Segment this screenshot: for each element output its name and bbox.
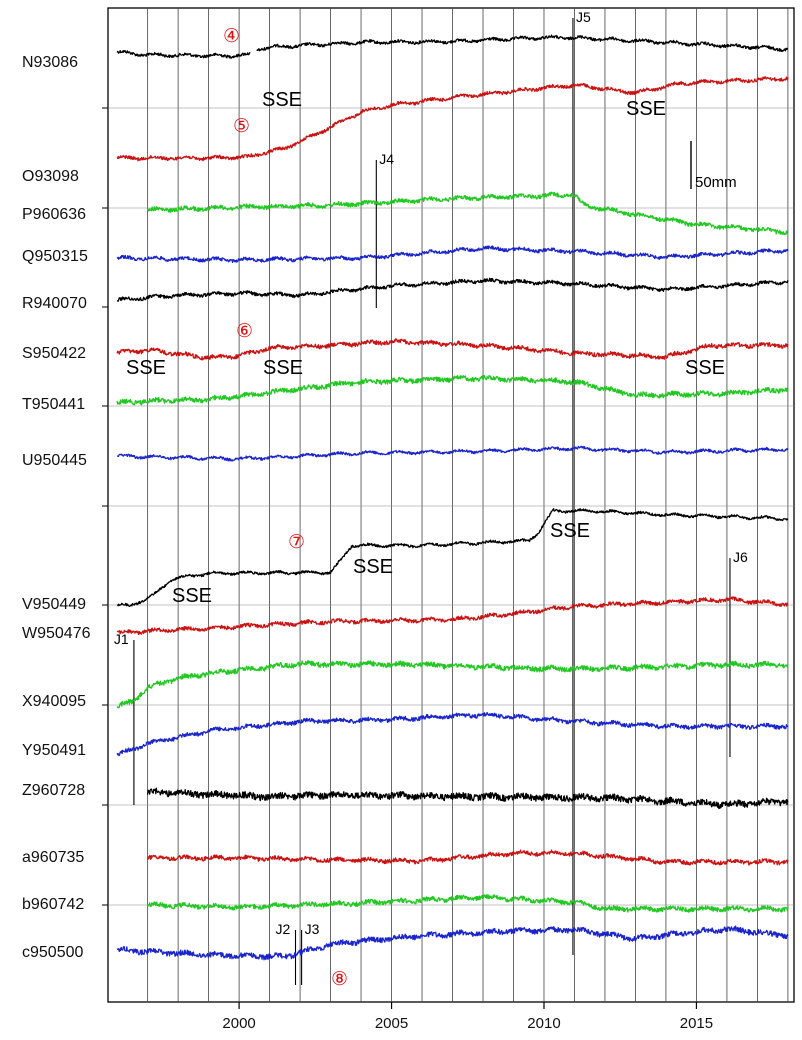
region-marker-4: ④ xyxy=(223,25,240,47)
annotations: SSE SSE SSE SSE SSE SSE SSE SSE ④ ⑤ ⑥ ⑦ … xyxy=(126,25,737,990)
station-label-b960742: b960742 xyxy=(22,896,84,913)
series-P960636 xyxy=(147,191,789,236)
station-label-O93098: O93098 xyxy=(22,168,79,185)
series-Z960728 xyxy=(146,787,789,809)
event-label-J3: J3 xyxy=(305,921,320,937)
sse-label: SSE xyxy=(263,357,303,379)
region-marker-6: ⑥ xyxy=(236,320,253,342)
series-N93086 xyxy=(116,34,789,59)
sse-label: SSE xyxy=(172,585,212,607)
plot-frame xyxy=(107,7,795,1003)
series-U950445 xyxy=(116,445,789,462)
sse-label: SSE xyxy=(550,520,590,542)
station-label-X940095: X940095 xyxy=(22,693,86,710)
event-label-J6: J6 xyxy=(733,549,748,565)
series-traces xyxy=(116,34,789,961)
series-b960742 xyxy=(146,893,789,913)
station-label-Z960728: Z960728 xyxy=(22,782,85,799)
station-label-U950445: U950445 xyxy=(22,452,87,469)
station-label-V950449: V950449 xyxy=(22,596,86,613)
x-tick-label: 2010 xyxy=(527,1015,560,1032)
series-O93098 xyxy=(116,76,789,162)
region-marker-5: ⑤ xyxy=(233,115,250,137)
series-V950449 xyxy=(116,508,789,607)
region-marker-7: ⑦ xyxy=(288,531,305,553)
series-W950476 xyxy=(116,596,789,636)
series-Q950315 xyxy=(116,245,789,264)
station-label-Q950315: Q950315 xyxy=(22,248,88,265)
sse-label: SSE xyxy=(262,89,302,111)
series-X940095 xyxy=(116,660,789,709)
station-label-P960636: P960636 xyxy=(22,206,86,223)
x-axis: 2000 2005 2010 2015 xyxy=(222,1002,713,1032)
station-label-T950441: T950441 xyxy=(22,396,85,413)
sse-label: SSE xyxy=(353,556,393,578)
sse-label: SSE xyxy=(626,98,666,120)
station-label-Y950491: Y950491 xyxy=(22,742,86,759)
event-label-J1: J1 xyxy=(114,631,129,647)
station-label-R940070: R940070 xyxy=(22,295,87,312)
series-a960735 xyxy=(146,849,789,866)
sse-label: SSE xyxy=(685,357,725,379)
station-label-S950422: S950422 xyxy=(22,345,86,362)
station-labels: N93086 O93098 P960636 Q950315 R940070 S950422… xyxy=(22,54,91,961)
x-tick-label: 2015 xyxy=(680,1015,713,1032)
station-label-a960735: a960735 xyxy=(22,849,84,866)
series-S950422 xyxy=(116,338,789,361)
event-label-J4: J4 xyxy=(379,151,394,167)
series-R940070 xyxy=(116,277,789,302)
scale-bar-label: 50mm xyxy=(695,174,737,191)
series-Y950491 xyxy=(116,711,789,757)
event-label-J5: J5 xyxy=(576,9,591,25)
station-label-N93086: N93086 xyxy=(22,54,78,71)
series-T950441 xyxy=(116,374,789,406)
x-tick-label: 2005 xyxy=(375,1015,408,1032)
x-tick-label: 2000 xyxy=(222,1015,255,1032)
station-label-W950476: W950476 xyxy=(22,625,91,642)
station-label-c950500: c950500 xyxy=(22,944,83,961)
series-c950500 xyxy=(117,925,789,961)
sse-label: SSE xyxy=(126,357,166,379)
grid xyxy=(102,8,794,1002)
region-marker-8: ⑧ xyxy=(331,968,348,990)
event-label-J2: J2 xyxy=(276,921,291,937)
